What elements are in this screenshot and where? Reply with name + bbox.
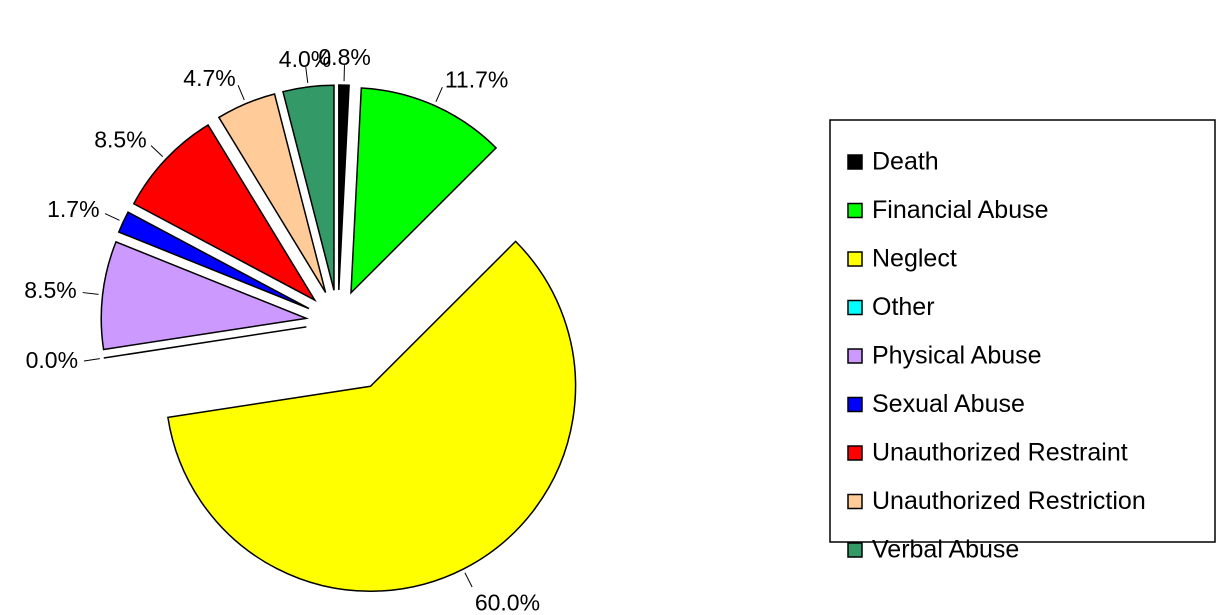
legend-box — [829, 119, 1216, 543]
legend-label: Unauthorized Restriction — [872, 487, 1146, 515]
legend-label: Death — [872, 148, 939, 176]
legend-label: Physical Abuse — [872, 342, 1042, 370]
legend-swatch — [847, 202, 863, 219]
legend-swatch — [847, 542, 863, 558]
leader-line — [464, 572, 473, 588]
leader-line — [104, 213, 120, 221]
pie-slice — [100, 240, 310, 351]
leader-line — [83, 358, 100, 362]
leader-line — [237, 85, 245, 101]
leader-line — [150, 145, 164, 157]
pie-slice — [217, 93, 327, 293]
data-label: 11.7% — [445, 67, 509, 93]
legend-swatch — [847, 348, 863, 364]
data-label: 0.8% — [318, 44, 370, 70]
leader-line — [305, 66, 309, 83]
legend-label: Unauthorized Restraint — [872, 439, 1128, 467]
legend-label: Sexual Abuse — [872, 390, 1025, 418]
pie-slice — [282, 84, 335, 291]
pie-slice — [167, 240, 577, 592]
pie-slice — [350, 87, 498, 295]
legend-label: Verbal Abuse — [872, 536, 1019, 564]
legend-label: Other — [872, 293, 935, 321]
pie-slice — [338, 84, 350, 291]
data-label: 4.0% — [279, 46, 331, 72]
data-label: 1.7% — [47, 196, 99, 222]
legend-swatch — [847, 445, 863, 461]
legend-swatch — [847, 251, 863, 267]
pie-slice — [132, 123, 317, 302]
pie-slice — [117, 211, 310, 310]
legend-label: Neglect — [872, 245, 957, 273]
legend-swatch — [847, 154, 863, 170]
leader-line — [82, 292, 99, 295]
data-label: 8.5% — [24, 277, 76, 303]
legend-label: Financial Abuse — [872, 196, 1049, 224]
legend-swatch — [847, 396, 863, 413]
leader-line — [435, 86, 443, 102]
data-label: 0.0% — [26, 347, 78, 373]
legend-swatch — [847, 299, 863, 316]
data-label: 8.5% — [94, 127, 146, 153]
legend-swatch — [847, 493, 863, 510]
data-label: 60.0% — [475, 589, 540, 615]
data-label: 4.7% — [183, 65, 235, 91]
